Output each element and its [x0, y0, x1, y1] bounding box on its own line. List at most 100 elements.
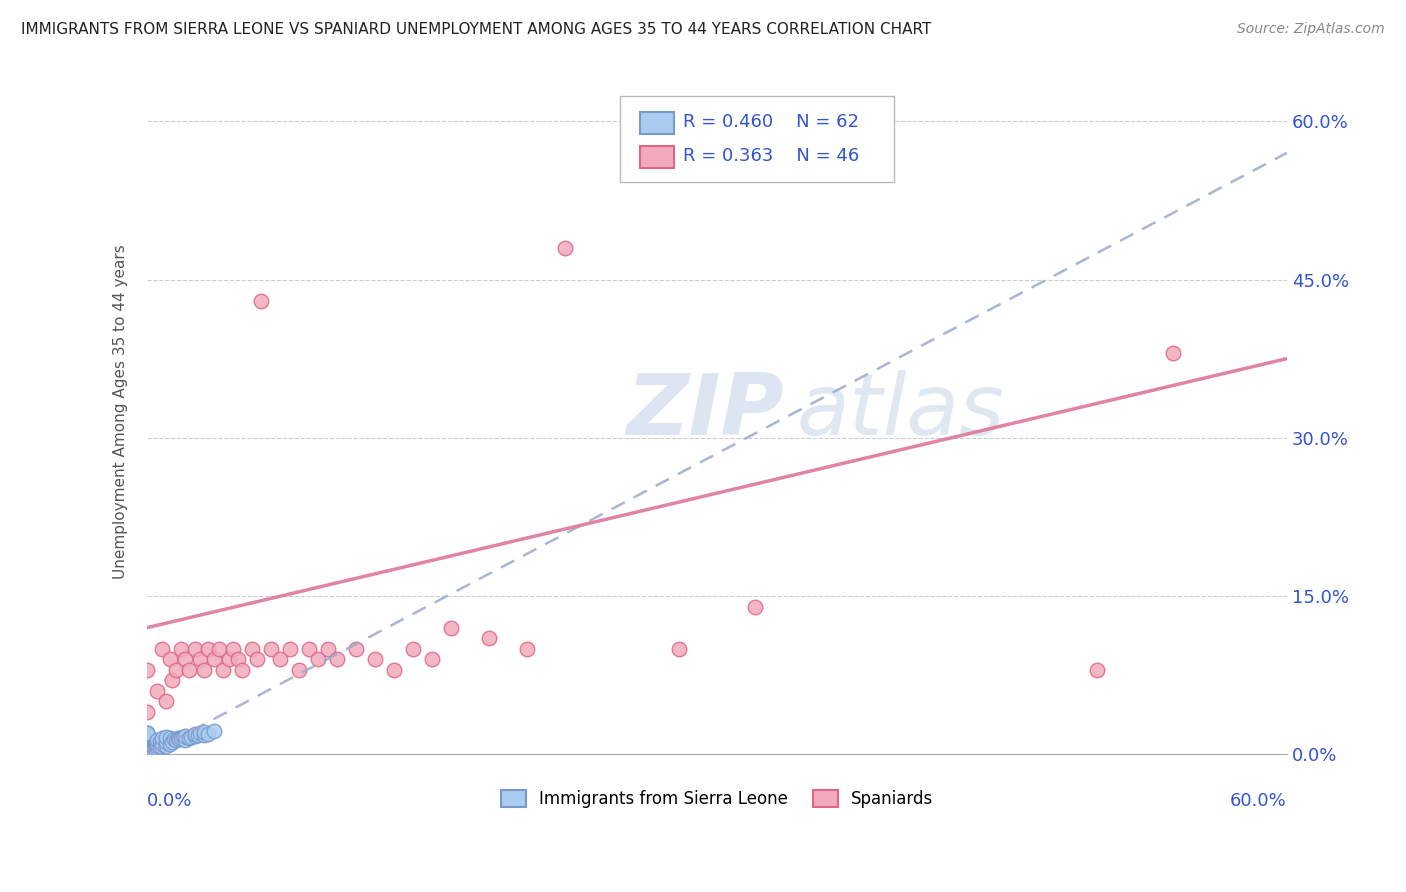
Point: [136, 734, 159, 748]
Point: [402, 641, 425, 656]
Point: [188, 652, 211, 666]
Point: [136, 742, 159, 756]
Point: [155, 734, 177, 748]
Point: [193, 663, 215, 677]
Point: [159, 731, 181, 746]
Point: [326, 652, 349, 666]
Point: [208, 641, 231, 656]
Point: [1161, 346, 1184, 360]
Point: [136, 731, 159, 745]
Point: [197, 727, 219, 741]
Point: [440, 621, 463, 635]
Point: [288, 663, 311, 677]
Point: [202, 724, 225, 739]
Point: [166, 731, 188, 746]
Point: [145, 684, 167, 698]
Point: [136, 732, 159, 747]
Point: [228, 652, 250, 666]
FancyBboxPatch shape: [640, 146, 673, 168]
Point: [180, 731, 202, 745]
Point: [159, 737, 181, 751]
Text: ZIP: ZIP: [626, 370, 783, 453]
Point: [136, 739, 159, 753]
Point: [145, 742, 167, 756]
Point: [316, 641, 339, 656]
Point: [136, 726, 159, 740]
Point: [145, 733, 167, 747]
Text: R = 0.363    N = 46: R = 0.363 N = 46: [683, 147, 859, 165]
FancyBboxPatch shape: [620, 96, 894, 182]
Point: [307, 652, 329, 666]
Point: [177, 663, 200, 677]
Point: [136, 727, 159, 741]
Point: [136, 729, 159, 743]
Point: [193, 728, 215, 742]
Point: [165, 733, 187, 747]
Point: [136, 742, 159, 756]
Point: [246, 652, 269, 666]
Point: [136, 747, 159, 762]
Point: [136, 747, 159, 762]
Point: [344, 641, 367, 656]
Point: [160, 734, 183, 748]
Point: [240, 641, 263, 656]
Point: [155, 694, 177, 708]
Point: [668, 641, 690, 656]
Point: [136, 737, 159, 751]
Point: [170, 731, 193, 746]
Point: [136, 737, 159, 751]
Point: [150, 737, 173, 751]
Point: [172, 731, 194, 745]
Point: [174, 733, 197, 747]
Text: IMMIGRANTS FROM SIERRA LEONE VS SPANIARD UNEMPLOYMENT AMONG AGES 35 TO 44 YEARS : IMMIGRANTS FROM SIERRA LEONE VS SPANIARD…: [21, 22, 931, 37]
Point: [278, 641, 301, 656]
Text: 60.0%: 60.0%: [1230, 792, 1286, 810]
Point: [212, 663, 235, 677]
Point: [193, 725, 215, 739]
Point: [188, 726, 211, 740]
Point: [136, 726, 159, 740]
Text: Source: ZipAtlas.com: Source: ZipAtlas.com: [1237, 22, 1385, 37]
Point: [136, 739, 159, 753]
Point: [165, 663, 187, 677]
Point: [177, 731, 200, 746]
Point: [145, 737, 167, 751]
Point: [136, 747, 159, 762]
Point: [136, 663, 159, 677]
Text: 0.0%: 0.0%: [148, 792, 193, 810]
Point: [163, 732, 186, 747]
Point: [150, 641, 173, 656]
Point: [183, 729, 205, 743]
Point: [1085, 663, 1108, 677]
Point: [382, 663, 405, 677]
Point: [197, 641, 219, 656]
Point: [136, 726, 159, 740]
Text: R = 0.460    N = 62: R = 0.460 N = 62: [683, 113, 859, 131]
Point: [554, 241, 576, 255]
Point: [420, 652, 443, 666]
Point: [136, 742, 159, 756]
Point: [136, 737, 159, 751]
Point: [202, 652, 225, 666]
Y-axis label: Unemployment Among Ages 35 to 44 years: Unemployment Among Ages 35 to 44 years: [114, 244, 128, 579]
Point: [160, 673, 183, 688]
Point: [516, 641, 538, 656]
Point: [149, 734, 172, 748]
Point: [136, 728, 159, 742]
Point: [478, 631, 501, 645]
Point: [174, 729, 197, 743]
Point: [136, 728, 159, 742]
Text: atlas: atlas: [797, 370, 1005, 453]
Point: [221, 641, 243, 656]
Point: [159, 652, 181, 666]
Point: [136, 731, 159, 746]
Point: [136, 747, 159, 762]
FancyBboxPatch shape: [640, 112, 673, 134]
Point: [231, 663, 253, 677]
Point: [136, 747, 159, 762]
Point: [155, 731, 177, 745]
Point: [155, 739, 177, 753]
Point: [364, 652, 387, 666]
Point: [136, 733, 159, 747]
Point: [218, 652, 240, 666]
